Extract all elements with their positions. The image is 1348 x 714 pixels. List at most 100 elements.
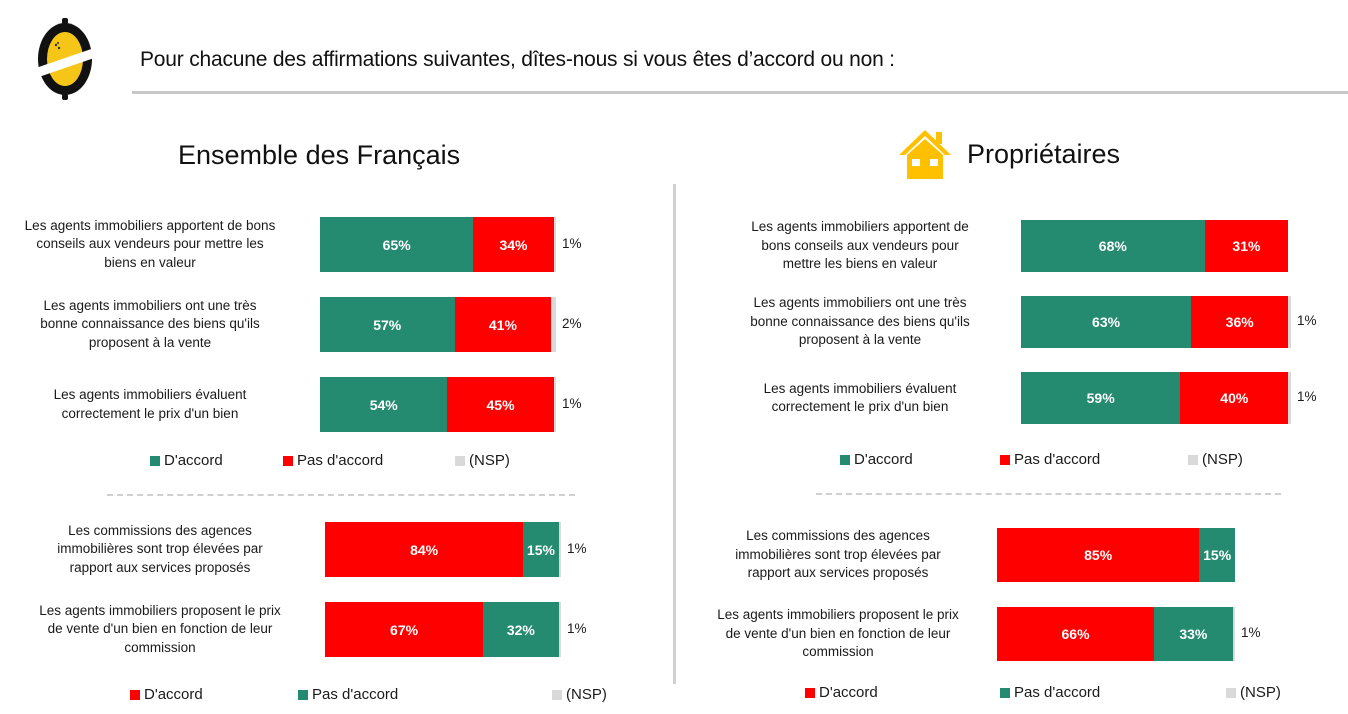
nsp-value-label: 2% bbox=[562, 315, 582, 331]
data-label: 63% bbox=[1092, 314, 1121, 330]
bar-segment-pasdaccord: 15% bbox=[523, 522, 559, 577]
bar-row-3: 59% 40% bbox=[1021, 372, 1291, 424]
bar-segment-pasdaccord: 31% bbox=[1204, 220, 1289, 272]
legend-item: D'accord bbox=[840, 451, 913, 468]
legend-item: (NSP) bbox=[1188, 451, 1243, 468]
house-icon bbox=[899, 130, 951, 179]
bar-segment-pasdaccord: 36% bbox=[1191, 296, 1289, 348]
data-label: 68% bbox=[1098, 238, 1127, 254]
bar-segment-pasdaccord: 15% bbox=[1199, 528, 1235, 582]
statement-label: Les agents immobiliers évaluent correctem… bbox=[53, 387, 247, 421]
header-title: Pour chacune des affirmations suivantes,… bbox=[140, 48, 895, 71]
bar-segment-daccord: 63% bbox=[1021, 296, 1192, 348]
legend-label: (NSP) bbox=[566, 686, 607, 703]
data-label: 67% bbox=[390, 621, 419, 638]
nsp-value-label: 1% bbox=[567, 540, 587, 556]
statement-label: Les commissions des agences immobilières … bbox=[57, 522, 263, 575]
bar-segment-daccord: 54% bbox=[320, 377, 448, 432]
bar-segment-nsp bbox=[553, 377, 556, 432]
statement-label: Les agents immobiliers évaluent correctem… bbox=[763, 380, 957, 415]
data-label: 34% bbox=[499, 236, 528, 253]
bar-segment-daccord: 68% bbox=[1021, 220, 1205, 272]
bar-row-1: 65% 34% bbox=[320, 217, 556, 272]
section-dashed-divider bbox=[107, 494, 575, 496]
legend-label: D'accord bbox=[144, 686, 203, 703]
data-label: 41% bbox=[488, 316, 517, 333]
legend-swatch bbox=[1000, 687, 1010, 698]
bar-segment-daccord: 85% bbox=[997, 528, 1200, 582]
legend-swatch bbox=[150, 455, 160, 466]
legend-swatch bbox=[455, 455, 465, 466]
legend-item: Pas d'accord bbox=[1000, 684, 1100, 701]
section-dashed-divider bbox=[816, 493, 1281, 495]
legend-item: D'accord bbox=[130, 686, 203, 703]
panel-divider bbox=[673, 184, 676, 684]
right-panel-title: Propriétaires bbox=[967, 138, 1121, 169]
statement-label: Les agents immobiliers apportent de bons… bbox=[24, 217, 276, 270]
legend-item: (NSP) bbox=[1226, 684, 1281, 701]
data-label: 45% bbox=[486, 396, 515, 413]
bar-segment-nsp bbox=[1232, 607, 1235, 661]
legend-label: Pas d'accord bbox=[1014, 451, 1101, 468]
bar-segment-daccord: 67% bbox=[325, 602, 484, 657]
bar-segment-pasdaccord: 33% bbox=[1154, 607, 1233, 661]
data-label: 40% bbox=[1220, 390, 1249, 406]
legend-item: Pas d'accord bbox=[283, 452, 383, 469]
legend-label: D'accord bbox=[819, 684, 878, 701]
bar-segment-nsp bbox=[558, 522, 561, 577]
legend-swatch bbox=[298, 689, 308, 700]
bar-segment-nsp bbox=[1288, 296, 1291, 348]
legend-label: D'accord bbox=[854, 451, 913, 468]
statement-label: Les agents immobiliers ont une très bonne… bbox=[750, 295, 970, 348]
right-panel-header: Propriétaires bbox=[897, 127, 1120, 181]
bar-segment-nsp bbox=[551, 297, 556, 352]
legend-item: D'accord bbox=[150, 452, 223, 469]
data-label: 85% bbox=[1084, 547, 1113, 563]
bar-segment-daccord: 59% bbox=[1021, 372, 1181, 424]
legend-label: Pas d'accord bbox=[297, 452, 384, 469]
bar-segment-daccord: 57% bbox=[320, 297, 455, 352]
legend-label: (NSP) bbox=[1202, 451, 1243, 468]
bar-segment-daccord: 65% bbox=[320, 217, 474, 272]
data-label: 57% bbox=[373, 316, 402, 333]
nsp-value-label: 1% bbox=[562, 395, 582, 411]
legend-label: Pas d'accord bbox=[312, 686, 399, 703]
statement-label: Les agents immobiliers ont une très bonne… bbox=[40, 297, 260, 350]
bar-segment-pasdaccord: 34% bbox=[473, 217, 554, 272]
data-label: 66% bbox=[1061, 626, 1090, 642]
data-label: 36% bbox=[1225, 314, 1254, 330]
data-label: 54% bbox=[369, 396, 398, 413]
statement-label: Les agents immobiliers apportent de bons … bbox=[751, 219, 969, 272]
data-label: 32% bbox=[506, 621, 535, 638]
statement-label: Les commissions des agences immobilières … bbox=[735, 528, 941, 581]
brand-logo-icon bbox=[30, 18, 100, 100]
legend-swatch bbox=[1188, 454, 1198, 465]
legend-item: (NSP) bbox=[455, 452, 510, 469]
bar-row-1: 68% 31% bbox=[1021, 220, 1289, 272]
data-label: 65% bbox=[382, 236, 411, 253]
bar-row-2: 66% 33% bbox=[997, 607, 1235, 661]
data-label: 15% bbox=[526, 541, 555, 558]
bar-segment-pasdaccord: 45% bbox=[447, 377, 554, 432]
data-label: 31% bbox=[1232, 238, 1261, 254]
legend-swatch bbox=[130, 689, 140, 700]
data-label: 84% bbox=[410, 541, 439, 558]
header-divider bbox=[132, 91, 1348, 94]
data-label: 59% bbox=[1086, 390, 1115, 406]
bar-segment-nsp bbox=[558, 602, 561, 657]
legend-swatch bbox=[840, 454, 850, 465]
bar-segment-nsp bbox=[553, 217, 556, 272]
legend-item: D'accord bbox=[805, 684, 878, 701]
bar-segment-daccord: 66% bbox=[997, 607, 1155, 661]
legend-item: Pas d'accord bbox=[298, 686, 398, 703]
left-panel-title: Ensemble des Français bbox=[178, 140, 461, 170]
nsp-value-label: 1% bbox=[1297, 389, 1317, 404]
legend-label: D'accord bbox=[164, 452, 223, 469]
bar-row-2: 63% 36% bbox=[1021, 296, 1291, 348]
legend-item: (NSP) bbox=[552, 686, 607, 703]
legend-item: Pas d'accord bbox=[1000, 451, 1100, 468]
bar-row-3: 54% 45% bbox=[320, 377, 556, 432]
legend-label: (NSP) bbox=[469, 452, 510, 469]
data-label: 33% bbox=[1179, 626, 1208, 642]
legend-swatch bbox=[1000, 454, 1010, 465]
